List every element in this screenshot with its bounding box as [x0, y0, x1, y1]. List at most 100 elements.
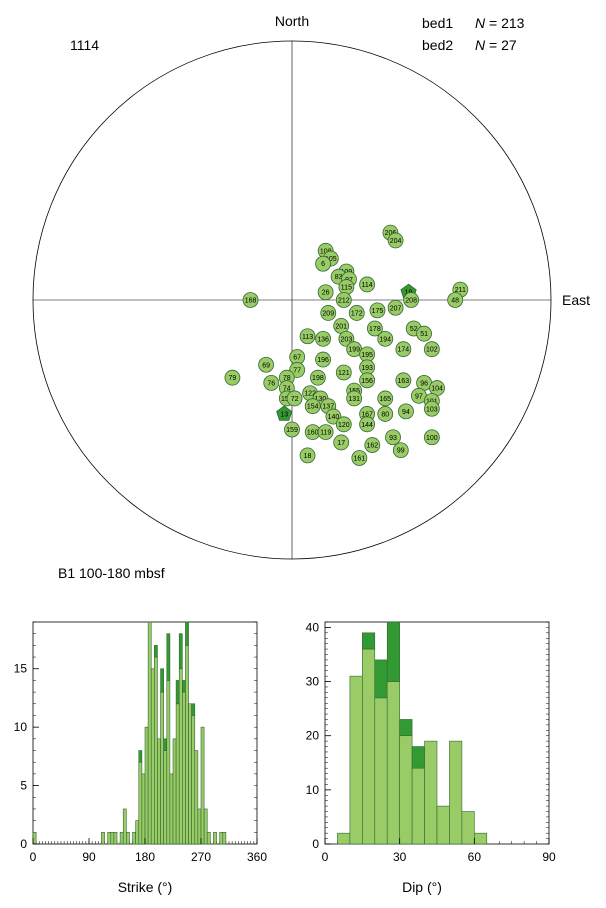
- pole-label: 26: [322, 290, 330, 297]
- pole-label: 194: [379, 336, 391, 343]
- bar-bed1: [386, 681, 400, 845]
- bar-bed1: [154, 656, 158, 845]
- pole-point-bed1: 97: [411, 387, 427, 404]
- pole-marker: [304, 398, 321, 415]
- x-tick-label: 30: [393, 850, 407, 864]
- pole-label: 17: [337, 440, 345, 447]
- x-tick-label: 60: [468, 850, 482, 864]
- pole-marker: [423, 429, 440, 446]
- pole-marker: [416, 325, 432, 342]
- pole-marker: [299, 447, 316, 464]
- y-tick-label: 20: [306, 729, 320, 743]
- pole-point-bed1: 102: [423, 341, 440, 358]
- pole-point-bed1: 131: [346, 390, 363, 407]
- pole-label: 72: [291, 396, 299, 403]
- pole-point-bed1: 76: [263, 374, 280, 391]
- pole-point-bed1: 119: [317, 424, 334, 440]
- pole-label: 105: [325, 256, 337, 263]
- legend-bed1-name: bed1: [422, 15, 453, 31]
- site-label: 1114: [70, 37, 99, 53]
- pole-point-bed1: 99: [392, 442, 409, 459]
- pole-marker: [299, 328, 316, 345]
- pole-label: 159: [286, 427, 298, 434]
- pole-label: 96: [420, 380, 428, 387]
- bar-bed1: [32, 832, 37, 845]
- pole-label: 174: [398, 347, 410, 354]
- pole-label: 80: [381, 411, 389, 418]
- bar-bed2: [175, 680, 180, 705]
- bar-bed1: [203, 808, 208, 845]
- pole-point-bed1: 174: [395, 341, 412, 358]
- pole-marker: [348, 305, 365, 321]
- pole-marker: [346, 390, 363, 407]
- bar-bed1: [206, 832, 211, 845]
- pole-label: 115: [341, 285, 352, 292]
- bar-bed1: [424, 740, 438, 845]
- pole-marker: [366, 320, 383, 337]
- pole-marker: [315, 330, 331, 347]
- pole-label: 203: [341, 336, 353, 343]
- pole-label: 78: [283, 375, 291, 382]
- bar-bed2: [163, 738, 168, 751]
- pole-point-bed1: 178: [366, 320, 383, 337]
- x-tick-label: 90: [82, 850, 96, 864]
- y-tick-label: 15: [14, 662, 28, 676]
- bar-bed1: [150, 668, 155, 845]
- pole-label: 120: [338, 422, 350, 429]
- bar-bed2: [362, 632, 376, 650]
- pole-point-bed1: 136: [315, 330, 331, 347]
- x-tick-label: 360: [247, 850, 267, 864]
- pole-marker: [387, 299, 404, 316]
- bar-bed1: [132, 832, 136, 845]
- pole-point-bed1: 80: [377, 406, 394, 422]
- x-tick-label: 0: [322, 850, 329, 864]
- bar-bed1: [113, 832, 118, 845]
- bar-bed1: [172, 738, 177, 845]
- pole-point-bed1: 159: [284, 421, 300, 438]
- pole-label: 102: [426, 347, 438, 354]
- bar-bed2: [185, 621, 189, 646]
- legend-bed1-count: = 213: [489, 15, 525, 31]
- pole-marker: [284, 421, 300, 438]
- bar-bed1: [166, 680, 171, 845]
- pole-marker: [395, 372, 412, 389]
- pole-marker: [263, 374, 280, 391]
- pole-label: 207: [390, 305, 402, 312]
- pole-marker: [335, 364, 352, 381]
- pole-marker: [242, 292, 259, 308]
- pole-point-bed1: 198: [309, 369, 326, 386]
- bar-bed1: [222, 832, 227, 845]
- pole-label: 100: [426, 435, 438, 442]
- y-tick-label: 10: [306, 783, 320, 797]
- pole-label: 172: [351, 310, 363, 317]
- bar-bed2: [178, 633, 183, 670]
- pole-label: 193: [361, 365, 373, 372]
- bar-bed1: [411, 767, 425, 845]
- bar-bed1: [474, 832, 488, 845]
- pole-point-bed1: 113: [299, 328, 316, 345]
- bar-bed1: [144, 726, 149, 845]
- bar-bed2: [386, 621, 400, 682]
- pole-point-bed1: 72: [286, 390, 303, 407]
- pole-marker: [403, 292, 420, 308]
- plot-frame: [324, 621, 550, 845]
- bar-bed2: [182, 680, 186, 693]
- pole-point-bed1: 207: [387, 299, 404, 316]
- legend: bed1 N = 213 bed2 N = 27: [422, 15, 525, 53]
- pole-point-bed1: 103: [423, 400, 440, 417]
- pole-marker: [359, 416, 376, 433]
- pole-point-bed1: 163: [395, 372, 412, 389]
- pole-label: 163: [398, 378, 410, 385]
- pole-point-bed1: 120: [335, 416, 352, 433]
- pole-marker: [359, 276, 376, 293]
- pole-point-bed1: 209: [320, 305, 337, 321]
- pole-label: 79: [229, 375, 237, 382]
- east-label: East: [562, 292, 590, 308]
- pole-marker: [447, 292, 464, 308]
- pole-marker: [317, 284, 334, 301]
- pole-points: 2062041081056109839711411526192114816821…: [224, 224, 469, 466]
- pole-label: 195: [361, 352, 373, 359]
- bar-bed1: [362, 648, 376, 845]
- pole-label: 162: [366, 443, 378, 450]
- pole-marker: [309, 369, 326, 386]
